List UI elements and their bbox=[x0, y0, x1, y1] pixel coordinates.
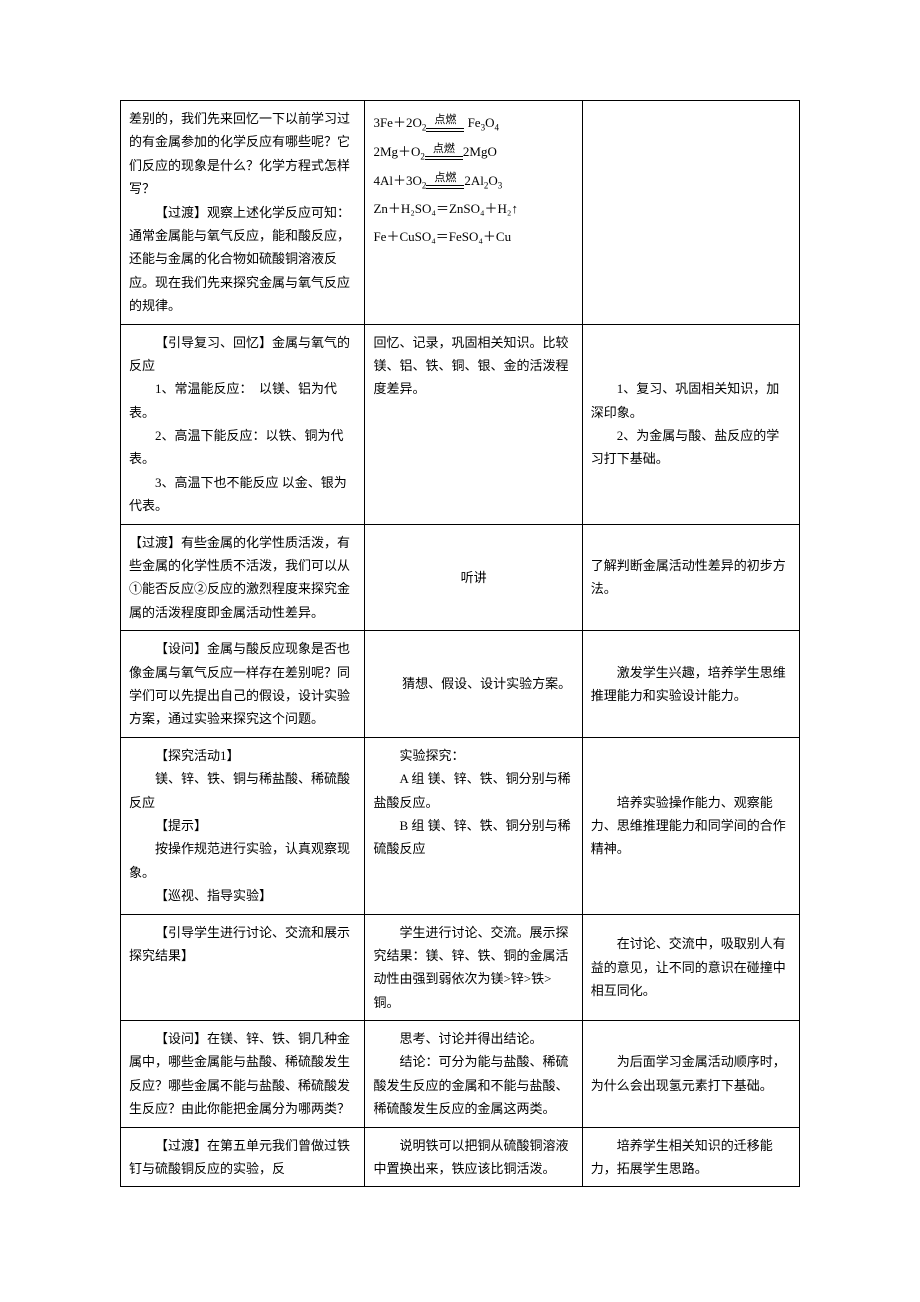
design-intent-cell bbox=[582, 101, 799, 325]
paragraph: 为后面学习金属活动顺序时，为什么会出现氢元素打下基础。 bbox=[591, 1050, 791, 1097]
student-activity-cell: 听讲 bbox=[365, 524, 582, 631]
student-activity-cell: 思考、讨论并得出结论。结论：可分为能与盐酸、稀硫酸发生反应的金属和不能与盐酸、稀… bbox=[365, 1021, 582, 1128]
table-row: 【过渡】在第五单元我们曾做过铁钉与硫酸铜反应的实验，反说明铁可以把铜从硫酸铜溶液… bbox=[121, 1127, 800, 1187]
paragraph: 【提示】 bbox=[129, 814, 356, 837]
document-page: 差别的，我们先来回忆一下以前学习过的有金属参加的化学反应有哪些呢？它们反应的现象… bbox=[0, 0, 920, 1247]
table-row: 差别的，我们先来回忆一下以前学习过的有金属参加的化学反应有哪些呢？它们反应的现象… bbox=[121, 101, 800, 325]
paragraph: B 组 镁、锌、铁、铜分别与稀硫酸反应 bbox=[373, 814, 573, 861]
paragraph: 【过渡】观察上述化学反应可知：通常金属能与氧气反应，能和酸反应，还能与金属的化合… bbox=[129, 201, 356, 318]
design-intent-cell: 1、复习、巩固相关知识，加深印象。2、为金属与酸、盐反应的学习打下基础。 bbox=[582, 324, 799, 524]
student-activity-cell: 说明铁可以把铜从硫酸铜溶液中置换出来，铁应该比铜活泼。 bbox=[365, 1127, 582, 1187]
reaction-condition: 点燃 bbox=[426, 172, 464, 191]
table-row: 【引导复习、回忆】金属与氧气的反应1、常温能反应： 以镁、铝为代表。2、高温下能… bbox=[121, 324, 800, 524]
paragraph: 按操作规范进行实验，认真观察现象。 bbox=[129, 837, 356, 884]
student-activity-cell: 实验探究：A 组 镁、锌、铁、铜分别与稀盐酸反应。B 组 镁、锌、铁、铜分别与稀… bbox=[365, 737, 582, 914]
student-activity-cell: 回忆、记录，巩固相关知识。比较镁、铝、铁、铜、银、金的活泼程度差异。 bbox=[365, 324, 582, 524]
teacher-activity-cell: 【过渡】在第五单元我们曾做过铁钉与硫酸铜反应的实验，反 bbox=[121, 1127, 365, 1187]
paragraph: 1、常温能反应： 以镁、铝为代表。 bbox=[129, 377, 356, 424]
paragraph: 结论：可分为能与盐酸、稀硫酸发生反应的金属和不能与盐酸、稀硫酸发生反应的金属这两… bbox=[373, 1050, 573, 1120]
paragraph: 思考、讨论并得出结论。 bbox=[373, 1027, 573, 1050]
paragraph: 1、复习、巩固相关知识，加深印象。 bbox=[591, 377, 791, 424]
paragraph: 【过渡】在第五单元我们曾做过铁钉与硫酸铜反应的实验，反 bbox=[129, 1134, 356, 1181]
reaction-condition: 点燃 bbox=[425, 143, 463, 162]
paragraph: 【设问】金属与酸反应现象是否也像金属与氧气反应一样存在差别呢？同学们可以先提出自… bbox=[129, 637, 356, 731]
paragraph: 【设问】在镁、锌、铁、铜几种金属中，哪些金属能与盐酸、稀硫酸发生反应？哪些金属不… bbox=[129, 1027, 356, 1121]
paragraph: 说明铁可以把铜从硫酸铜溶液中置换出来，铁应该比铜活泼。 bbox=[373, 1134, 573, 1181]
paragraph: 2、高温下能反应：以铁、铜为代表。 bbox=[129, 424, 356, 471]
table-body: 差别的，我们先来回忆一下以前学习过的有金属参加的化学反应有哪些呢？它们反应的现象… bbox=[121, 101, 800, 1187]
chemical-equation: 3Fe＋2O2点燃 Fe3O4 bbox=[373, 111, 573, 136]
paragraph: 猜想、假设、设计实验方案。 bbox=[373, 672, 573, 695]
chemical-equation: Fe＋CuSO₄＝FeSO₄＋Cu bbox=[373, 225, 573, 248]
student-activity-cell: 3Fe＋2O2点燃 Fe3O4 2Mg＋O2点燃2MgO 4Al＋3O2点燃2Al2… bbox=[365, 101, 582, 325]
chemical-equation: Zn＋H₂SO₄＝ZnSO₄＋H₂↑ bbox=[373, 197, 573, 220]
paragraph: 2、为金属与酸、盐反应的学习打下基础。 bbox=[591, 424, 791, 471]
paragraph: 了解判断金属活动性差异的初步方法。 bbox=[591, 554, 791, 601]
reaction-condition: 点燃 bbox=[426, 114, 464, 133]
design-intent-cell: 在讨论、交流中，吸取别人有益的意见，让不同的意识在碰撞中相互同化。 bbox=[582, 914, 799, 1021]
chemical-equation: 4Al＋3O2点燃2Al2O3 bbox=[373, 169, 573, 194]
table-row: 【过渡】有些金属的化学性质活泼，有些金属的化学性质不活泼，我们可以从①能否反应②… bbox=[121, 524, 800, 631]
paragraph: 实验探究： bbox=[373, 744, 573, 767]
design-intent-cell: 了解判断金属活动性差异的初步方法。 bbox=[582, 524, 799, 631]
paragraph: 镁、锌、铁、铜与稀盐酸、稀硫酸反应 bbox=[129, 767, 356, 814]
teacher-activity-cell: 【过渡】有些金属的化学性质活泼，有些金属的化学性质不活泼，我们可以从①能否反应②… bbox=[121, 524, 365, 631]
paragraph: 培养学生相关知识的迁移能力，拓展学生思路。 bbox=[591, 1134, 791, 1181]
teacher-activity-cell: 差别的，我们先来回忆一下以前学习过的有金属参加的化学反应有哪些呢？它们反应的现象… bbox=[121, 101, 365, 325]
teacher-activity-cell: 【探究活动1】镁、锌、铁、铜与稀盐酸、稀硫酸反应【提示】按操作规范进行实验，认真… bbox=[121, 737, 365, 914]
paragraph: 培养实验操作能力、观察能力、思维推理能力和同学间的合作精神。 bbox=[591, 791, 791, 861]
paragraph: 差别的，我们先来回忆一下以前学习过的有金属参加的化学反应有哪些呢？它们反应的现象… bbox=[129, 107, 356, 201]
table-row: 【设问】在镁、锌、铁、铜几种金属中，哪些金属能与盐酸、稀硫酸发生反应？哪些金属不… bbox=[121, 1021, 800, 1128]
paragraph: 【引导复习、回忆】金属与氧气的反应 bbox=[129, 331, 356, 378]
paragraph: 回忆、记录，巩固相关知识。比较镁、铝、铁、铜、银、金的活泼程度差异。 bbox=[373, 331, 573, 401]
design-intent-cell: 激发学生兴趣，培养学生思维推理能力和实验设计能力。 bbox=[582, 631, 799, 738]
paragraph: 【引导学生进行讨论、交流和展示探究结果】 bbox=[129, 921, 356, 968]
paragraph: 【巡视、指导实验】 bbox=[129, 884, 356, 907]
chemical-equation: 2Mg＋O2点燃2MgO bbox=[373, 140, 573, 165]
paragraph: 【过渡】有些金属的化学性质活泼，有些金属的化学性质不活泼，我们可以从①能否反应②… bbox=[129, 531, 356, 625]
design-intent-cell: 培养实验操作能力、观察能力、思维推理能力和同学间的合作精神。 bbox=[582, 737, 799, 914]
student-activity-cell: 学生进行讨论、交流。展示探究结果：镁、锌、铁、铜的金属活动性由强到弱依次为镁>锌… bbox=[365, 914, 582, 1021]
design-intent-cell: 培养学生相关知识的迁移能力，拓展学生思路。 bbox=[582, 1127, 799, 1187]
teacher-activity-cell: 【设问】在镁、锌、铁、铜几种金属中，哪些金属能与盐酸、稀硫酸发生反应？哪些金属不… bbox=[121, 1021, 365, 1128]
paragraph: A 组 镁、锌、铁、铜分别与稀盐酸反应。 bbox=[373, 767, 573, 814]
teacher-activity-cell: 【引导复习、回忆】金属与氧气的反应1、常温能反应： 以镁、铝为代表。2、高温下能… bbox=[121, 324, 365, 524]
student-activity-cell: 猜想、假设、设计实验方案。 bbox=[365, 631, 582, 738]
paragraph: 【探究活动1】 bbox=[129, 744, 356, 767]
design-intent-cell: 为后面学习金属活动顺序时，为什么会出现氢元素打下基础。 bbox=[582, 1021, 799, 1128]
lesson-plan-table: 差别的，我们先来回忆一下以前学习过的有金属参加的化学反应有哪些呢？它们反应的现象… bbox=[120, 100, 800, 1187]
table-row: 【探究活动1】镁、锌、铁、铜与稀盐酸、稀硫酸反应【提示】按操作规范进行实验，认真… bbox=[121, 737, 800, 914]
paragraph: 学生进行讨论、交流。展示探究结果：镁、锌、铁、铜的金属活动性由强到弱依次为镁>锌… bbox=[373, 921, 573, 1015]
table-row: 【引导学生进行讨论、交流和展示探究结果】学生进行讨论、交流。展示探究结果：镁、锌… bbox=[121, 914, 800, 1021]
paragraph: 激发学生兴趣，培养学生思维推理能力和实验设计能力。 bbox=[591, 661, 791, 708]
paragraph: 3、高温下也不能反应 以金、银为代表。 bbox=[129, 471, 356, 518]
paragraph: 听讲 bbox=[373, 566, 573, 589]
paragraph: 在讨论、交流中，吸取别人有益的意见，让不同的意识在碰撞中相互同化。 bbox=[591, 932, 791, 1002]
teacher-activity-cell: 【设问】金属与酸反应现象是否也像金属与氧气反应一样存在差别呢？同学们可以先提出自… bbox=[121, 631, 365, 738]
teacher-activity-cell: 【引导学生进行讨论、交流和展示探究结果】 bbox=[121, 914, 365, 1021]
table-row: 【设问】金属与酸反应现象是否也像金属与氧气反应一样存在差别呢？同学们可以先提出自… bbox=[121, 631, 800, 738]
